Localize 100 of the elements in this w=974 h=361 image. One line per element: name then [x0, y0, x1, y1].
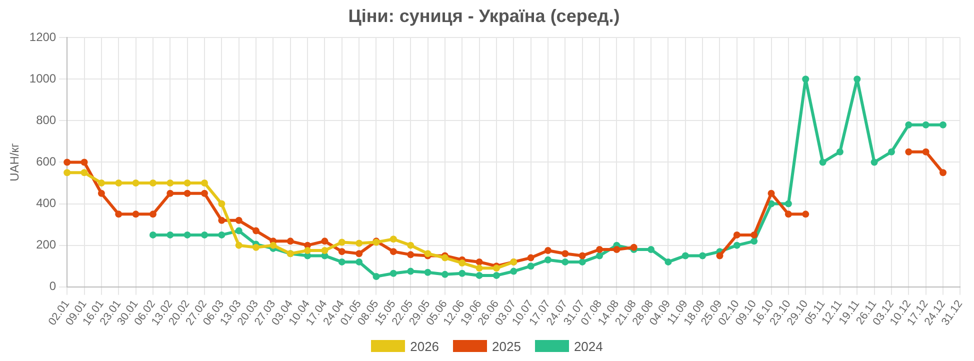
y-tick-label: 600: [36, 154, 56, 169]
point: [184, 180, 191, 187]
point: [64, 169, 71, 176]
point: [578, 258, 586, 266]
point: [476, 272, 483, 279]
point: [510, 268, 518, 275]
point: [166, 231, 174, 238]
point: [492, 272, 500, 279]
point: [286, 238, 294, 245]
point: [166, 180, 174, 187]
point: [132, 210, 140, 218]
point: [733, 242, 740, 249]
point: [132, 180, 140, 187]
point: [905, 148, 912, 156]
point: [390, 248, 397, 256]
point: [235, 242, 242, 249]
point: [784, 200, 792, 208]
point: [149, 210, 156, 218]
point: [218, 231, 226, 238]
y-tick-label: 0: [49, 279, 56, 294]
point: [200, 231, 208, 238]
point: [905, 121, 912, 128]
point: [648, 246, 655, 253]
point: [768, 190, 775, 197]
point: [527, 254, 534, 262]
point: [458, 259, 466, 266]
point: [699, 252, 706, 260]
point: [218, 200, 226, 208]
point: [922, 121, 930, 128]
point: [390, 270, 397, 277]
point: [596, 246, 604, 253]
point: [750, 231, 758, 238]
y-axis-title: UAH/кг: [8, 142, 22, 182]
point: [870, 158, 878, 166]
point: [338, 248, 346, 256]
point: [544, 256, 552, 264]
point: [321, 247, 328, 254]
point: [922, 148, 930, 156]
point: [252, 244, 260, 251]
point: [940, 169, 947, 176]
point: [356, 258, 363, 266]
point: [98, 180, 105, 187]
point: [836, 148, 844, 156]
point: [270, 242, 277, 249]
point: [750, 238, 758, 245]
point: [940, 121, 947, 128]
point: [218, 216, 226, 224]
point: [98, 190, 105, 197]
point: [664, 258, 672, 266]
point: [372, 272, 380, 280]
point: [733, 231, 740, 238]
point: [200, 180, 208, 187]
point: [854, 76, 861, 83]
point: [80, 158, 88, 166]
point: [115, 210, 122, 218]
point: [321, 238, 328, 245]
point: [407, 268, 414, 275]
point: [166, 190, 174, 197]
point: [802, 76, 810, 83]
point: [115, 180, 122, 187]
legend-label: 2026: [410, 338, 440, 354]
point: [819, 158, 826, 166]
point: [356, 250, 363, 258]
point: [716, 252, 724, 260]
point: [149, 231, 156, 238]
point: [407, 242, 414, 249]
point: [476, 258, 483, 266]
point: [630, 244, 638, 251]
point: [682, 252, 689, 260]
point: [596, 252, 604, 260]
point: [390, 236, 397, 243]
y-tick-label: 1000: [29, 71, 56, 86]
legend-label: 2024: [574, 338, 603, 354]
point: [544, 247, 552, 254]
y-tick-label: 1200: [29, 30, 56, 44]
y-tick-label: 400: [36, 196, 56, 210]
point: [613, 246, 620, 253]
legend-label: 2025: [492, 338, 521, 354]
point: [149, 180, 156, 187]
point: [80, 169, 88, 176]
point: [527, 262, 534, 270]
point: [407, 251, 414, 258]
y-tick-label: 800: [36, 113, 56, 128]
point: [784, 210, 792, 218]
y-tick-label: 200: [36, 238, 56, 252]
point: [562, 250, 569, 258]
point: [338, 238, 346, 246]
point: [424, 268, 432, 276]
point: [235, 227, 242, 234]
point: [64, 158, 71, 166]
point: [184, 231, 191, 238]
point: [304, 247, 312, 254]
chart-title: Ціни: суниця - Україна (серед.): [348, 6, 620, 26]
point: [888, 148, 895, 156]
point: [802, 210, 810, 218]
point: [356, 240, 363, 247]
point: [562, 258, 569, 266]
point: [338, 258, 346, 266]
point: [184, 190, 191, 197]
point: [578, 252, 586, 260]
